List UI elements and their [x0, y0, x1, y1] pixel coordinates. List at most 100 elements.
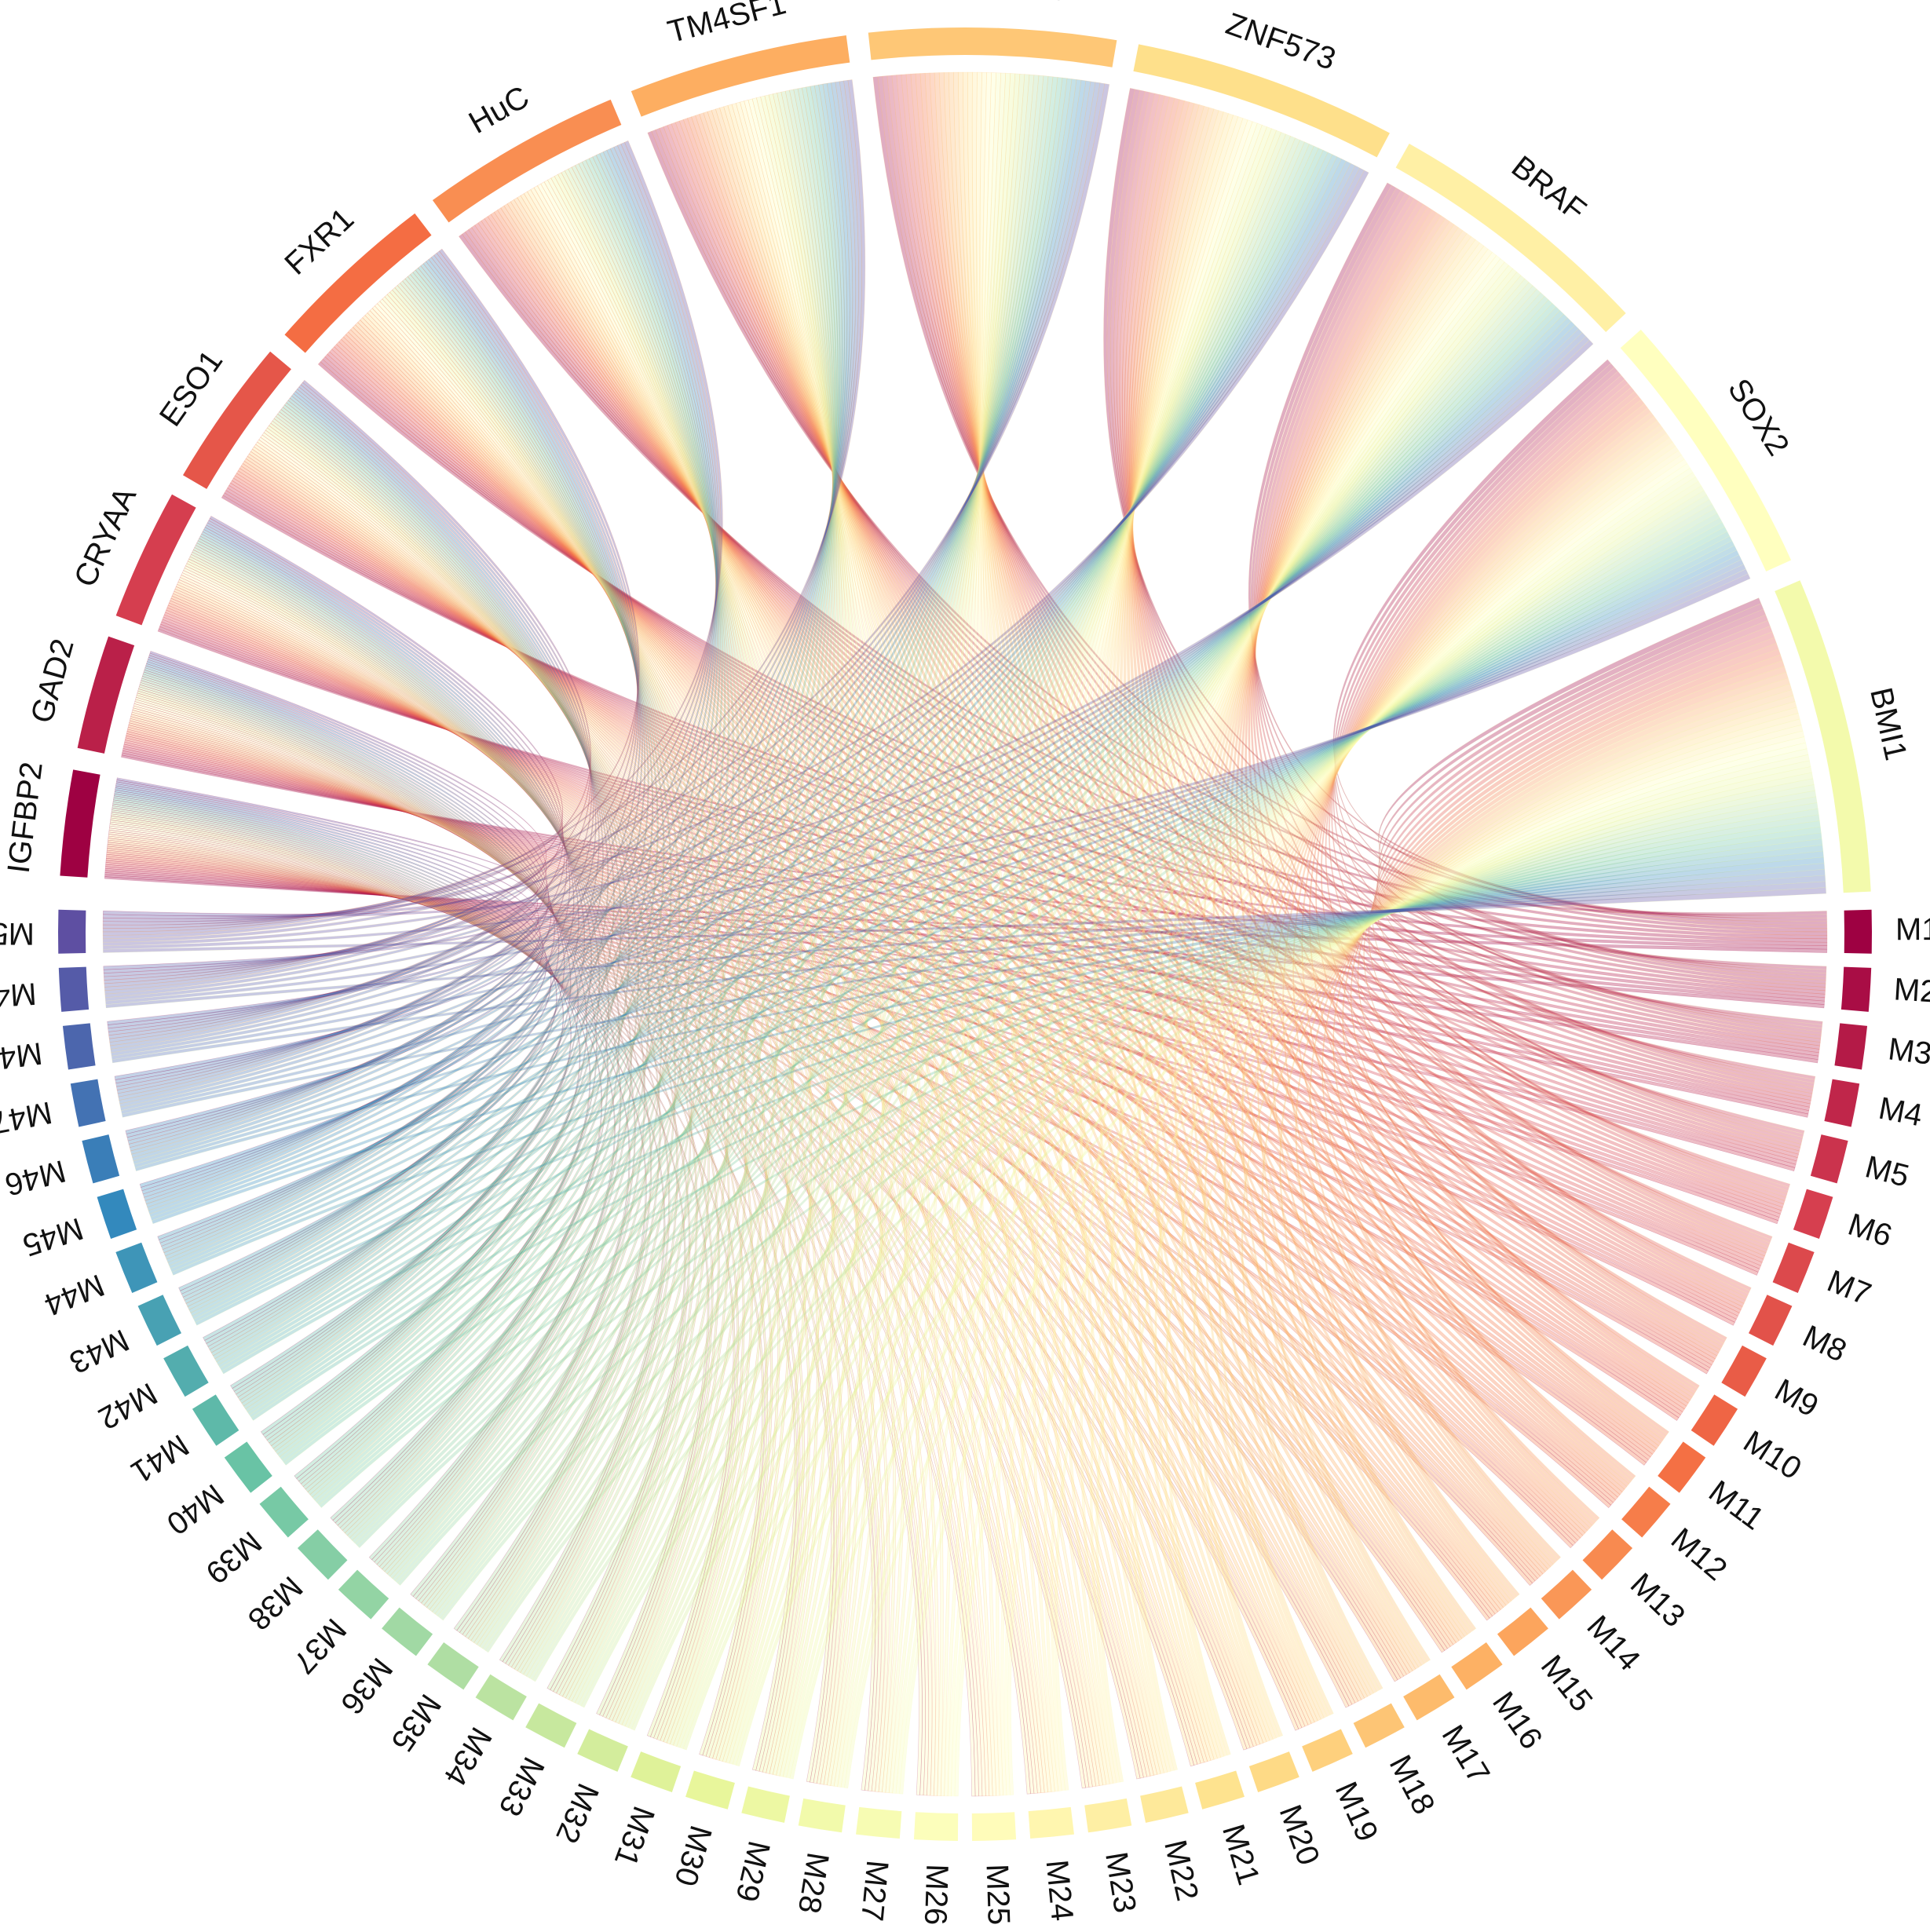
link-m33-znf573 — [571, 133, 1291, 1704]
link-m12-eso1 — [237, 468, 1618, 1500]
link-m14-mage-a4 — [934, 72, 1552, 1570]
link-m37-znf573 — [389, 141, 1310, 1580]
link-m16-gad2 — [128, 722, 1448, 1651]
link-m48-sox2 — [111, 564, 1746, 1060]
link-m37-mage-a4 — [386, 75, 1049, 1577]
link-m7-huc — [477, 220, 1766, 1260]
link-m39-huc — [305, 158, 726, 1492]
link-m8-tm4sf1 — [674, 120, 1745, 1307]
link-m22-eso1 — [254, 444, 1151, 1777]
link-m37-gad2 — [141, 677, 622, 1563]
link-m22-sox2 — [1124, 445, 1680, 1772]
link-m35-tm4sf1 — [470, 89, 836, 1643]
sector-m12 — [1621, 1486, 1671, 1538]
link-m34-bmi1 — [532, 790, 1817, 1682]
link-m39-tm4sf1 — [307, 86, 838, 1496]
sector-m26 — [913, 1812, 959, 1841]
link-m26-gad2 — [133, 701, 926, 1796]
link-m20-bmi1 — [1193, 707, 1799, 1737]
link-m3-igfbp2 — [104, 872, 1819, 1064]
link-m38-mage-a4 — [346, 75, 1054, 1539]
link-m50-mage-a4 — [102, 83, 1110, 940]
link-m3-braf — [1252, 187, 1822, 1032]
link-m20-znf573 — [1104, 111, 1274, 1741]
link-m23-fxr1 — [369, 308, 1100, 1787]
sector-m10 — [1691, 1394, 1738, 1446]
link-m35-fxr1 — [399, 280, 702, 1639]
sector-m27 — [856, 1806, 902, 1839]
link-m7-znf573 — [1121, 94, 1769, 1251]
link-m34-mage-a4 — [520, 74, 1035, 1675]
link-m33-tm4sf1 — [565, 91, 840, 1700]
link-m37-fxr1 — [378, 276, 681, 1570]
link-m46-fxr1 — [128, 257, 640, 1149]
link-m11-braf — [1245, 209, 1665, 1441]
link-m10-tm4sf1 — [682, 118, 1691, 1404]
sector-braf — [1395, 144, 1626, 333]
link-m15-tm4sf1 — [703, 111, 1507, 1609]
link-m33-bmi1 — [580, 784, 1815, 1708]
link-m34-tm4sf1 — [517, 90, 838, 1674]
link-m5-znf573 — [1116, 92, 1803, 1145]
link-m49-fxr1 — [104, 250, 639, 984]
link-m2-igfbp2 — [104, 874, 1825, 1009]
link-m26-fxr1 — [377, 301, 936, 1796]
link-m50-bmi1 — [102, 887, 1827, 953]
sector-igfbp2 — [60, 769, 101, 878]
link-m15-cryaa — [170, 595, 1496, 1617]
link-m31-mage-a4 — [669, 73, 1021, 1746]
label-m34: M34 — [437, 1722, 499, 1791]
link-m24-fxr1 — [371, 305, 1045, 1794]
link-m15-fxr1 — [350, 327, 1501, 1612]
link-m12-znf573 — [1129, 100, 1630, 1488]
link-m14-tm4sf1 — [699, 112, 1548, 1572]
link-m3-sox2 — [1334, 367, 1823, 1029]
link-m23-huc — [530, 187, 1103, 1786]
link-m49-braf — [104, 335, 1590, 1002]
link-m49-mage-a4 — [104, 82, 1106, 995]
link-m19-tm4sf1 — [719, 106, 1318, 1723]
link-m13-mage-a4 — [929, 72, 1591, 1531]
link-m43-fxr1 — [184, 263, 646, 1304]
link-m27-cryaa — [183, 568, 883, 1791]
link-m13-bmi1 — [1321, 666, 1787, 1521]
link-m31-fxr1 — [389, 289, 768, 1743]
link-m2-znf573 — [1106, 89, 1826, 981]
link-m25-eso1 — [258, 436, 986, 1797]
link-m44-sox2 — [170, 545, 1738, 1273]
link-m49-znf573 — [104, 167, 1365, 999]
link-m33-sox2 — [577, 494, 1710, 1707]
link-m15-eso1 — [242, 460, 1499, 1615]
link-m10-igfbp2 — [105, 858, 1680, 1421]
link-m20-igfbp2 — [108, 838, 1248, 1751]
label-m1: M1 — [1895, 912, 1930, 947]
label-m43: M43 — [64, 1322, 134, 1379]
link-m43-igfbp2 — [114, 791, 557, 1291]
sector-m45 — [97, 1189, 137, 1240]
link-m25-gad2 — [133, 703, 979, 1797]
link-m17-bmi1 — [1261, 689, 1794, 1663]
link-m49-eso1 — [104, 382, 591, 981]
link-m5-fxr1 — [327, 351, 1799, 1158]
link-m20-braf — [1156, 236, 1476, 1740]
label-sox2: SOX2 — [1721, 373, 1796, 462]
link-m1-eso1 — [221, 495, 1828, 943]
link-m18-znf573 — [1119, 108, 1374, 1696]
link-m4-fxr1 — [324, 353, 1811, 1105]
link-m8-fxr1 — [334, 344, 1742, 1313]
label-m20: M20 — [1273, 1800, 1326, 1869]
label-m26: M26 — [918, 1864, 954, 1926]
link-m9-gad2 — [124, 737, 1711, 1371]
sector-m43 — [137, 1295, 181, 1346]
link-m48-eso1 — [108, 384, 591, 1036]
link-m44-mage-a4 — [166, 79, 1082, 1263]
link-m43-huc — [185, 151, 718, 1307]
link-m42-igfbp2 — [113, 793, 564, 1341]
link-m13-gad2 — [126, 729, 1576, 1546]
link-m22-tm4sf1 — [731, 103, 1161, 1775]
link-m40-huc — [270, 156, 723, 1449]
link-m39-eso1 — [282, 404, 630, 1488]
label-m24: M24 — [1040, 1858, 1080, 1923]
link-m26-mage-a4 — [940, 72, 996, 1796]
